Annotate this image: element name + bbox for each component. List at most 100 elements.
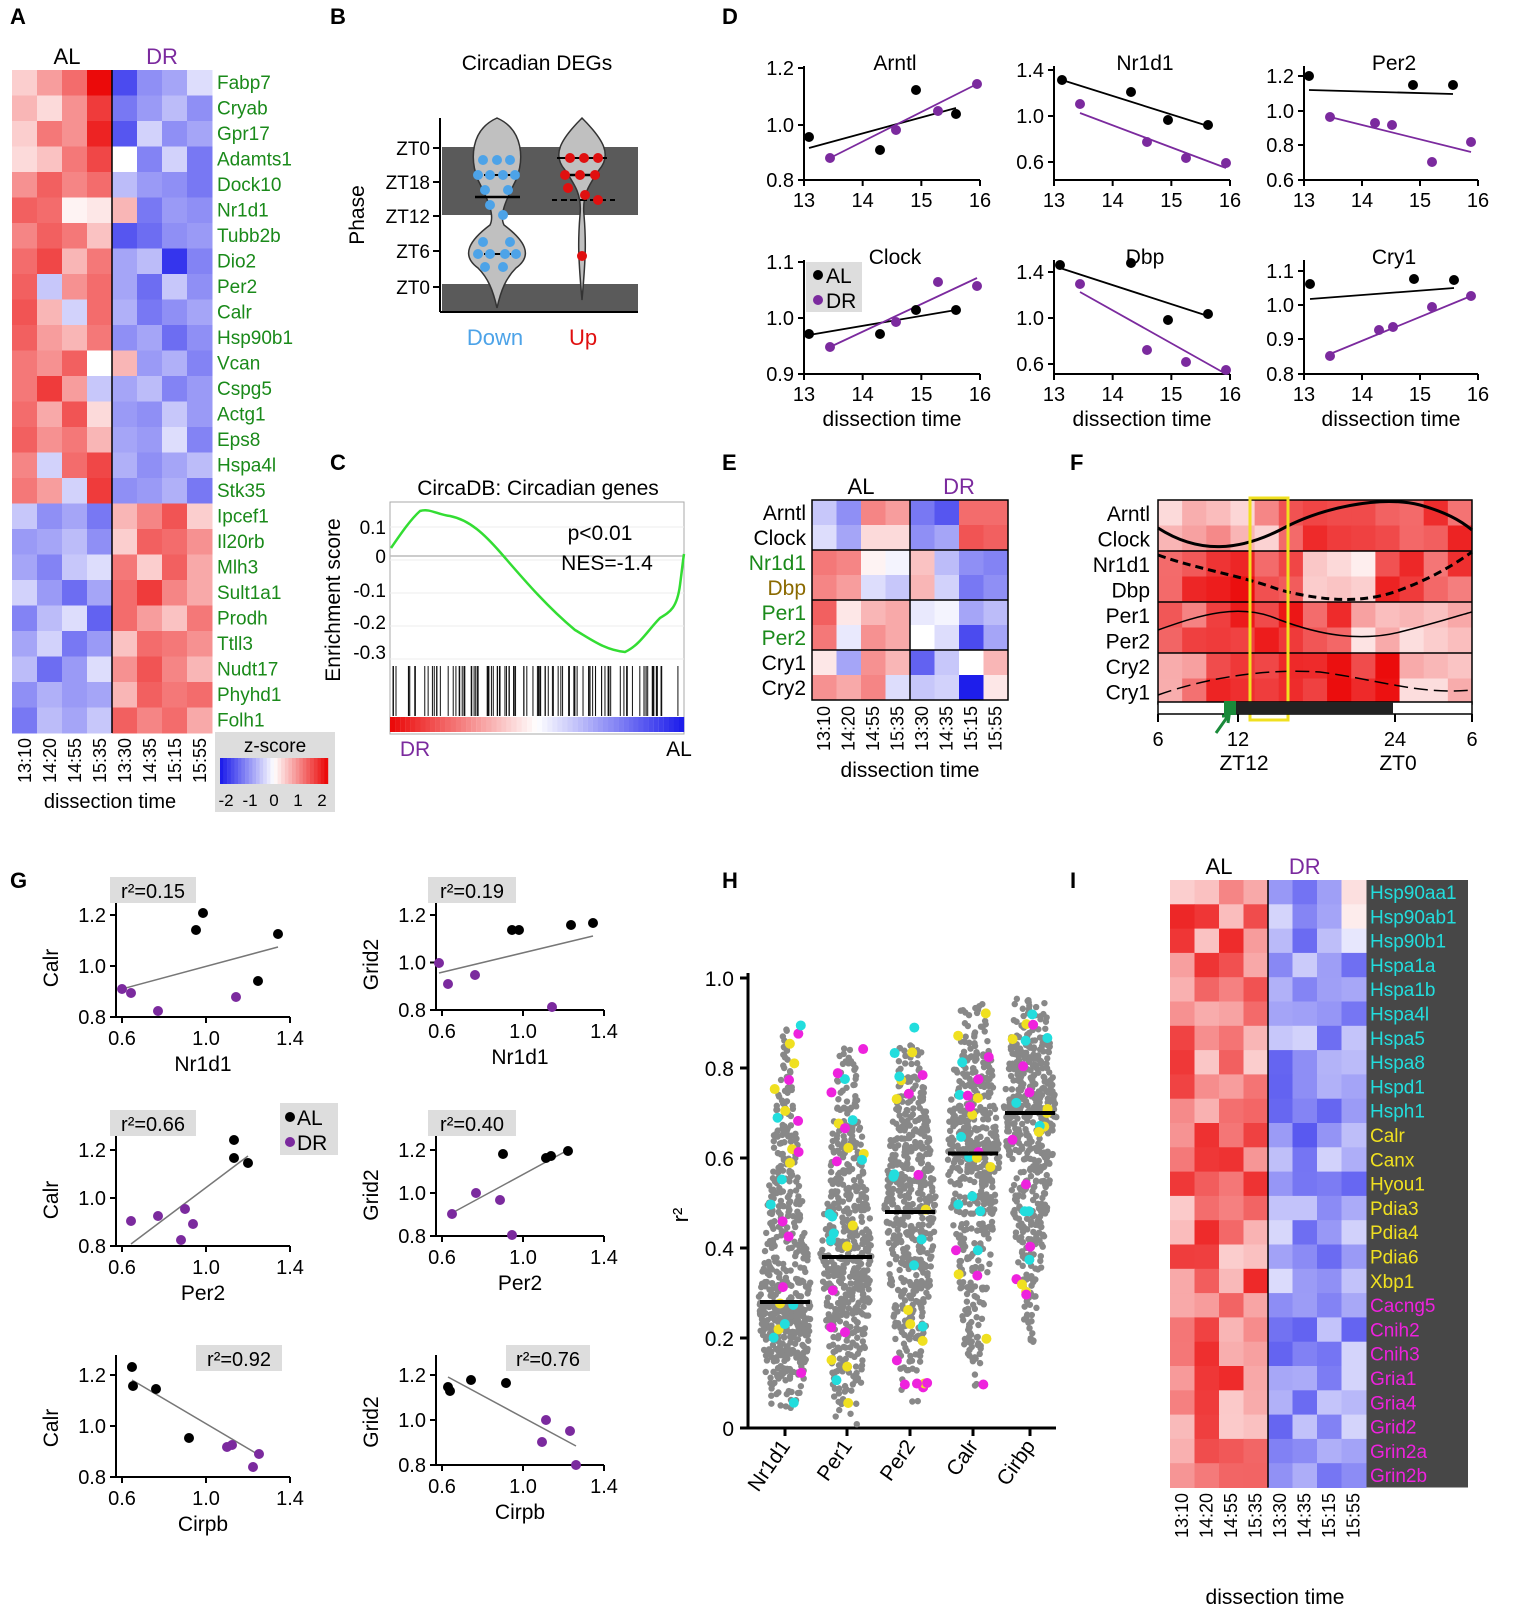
- rank-bar-segment: [598, 717, 603, 732]
- highlight-dot: [780, 1106, 790, 1116]
- data-point-al: [911, 305, 921, 315]
- scatter-dot: [836, 1346, 842, 1352]
- gene-label: Tubb2b: [217, 226, 281, 247]
- rank-bar-segment: [649, 717, 654, 732]
- legend-label-dr: DR: [826, 290, 856, 313]
- plot-title: Nr1d1: [1116, 52, 1173, 75]
- colorbar-segment: [303, 758, 307, 784]
- heatmap-cell: [137, 96, 163, 122]
- scatter-dot: [886, 1261, 892, 1267]
- heatmap-cell: [1279, 577, 1304, 603]
- highlight-dot: [889, 1169, 899, 1179]
- heatmap-cell: [37, 274, 63, 300]
- scatter-dot: [830, 1181, 836, 1187]
- heatmap-cell: [162, 376, 188, 402]
- heatmap-cell: [1219, 953, 1244, 978]
- r2-value: r²=0.92: [207, 1349, 271, 1371]
- rank-bar-segment: [618, 717, 623, 732]
- scatter-dot: [1035, 1070, 1041, 1076]
- heatmap-cell: [1342, 929, 1367, 954]
- heatmap-cell: [935, 650, 960, 676]
- gene-label: Phyhd1: [217, 685, 281, 706]
- scatter-dot: [905, 1135, 911, 1141]
- highlight-dot: [913, 1170, 923, 1180]
- highlight-dot: [1025, 1242, 1035, 1252]
- gene-label: Grin2a: [1370, 1442, 1427, 1463]
- heatmap-cell: [1244, 1415, 1269, 1440]
- scatter-dot: [921, 1121, 927, 1127]
- gene-label: Pdia4: [1370, 1223, 1419, 1244]
- rank-bar-segment: [410, 717, 415, 732]
- heatmap-cell: [87, 70, 113, 96]
- scatter-dot: [886, 1228, 892, 1234]
- heatmap-cell: [12, 580, 38, 606]
- scatter-dot: [912, 1226, 918, 1232]
- heatmap-cell: [87, 121, 113, 147]
- heatmap-cell: [187, 606, 213, 632]
- heatmap-cell: [1303, 653, 1328, 679]
- scatter-dot: [923, 1108, 929, 1114]
- heatmap-cell: [1195, 1439, 1220, 1464]
- scatter-dot: [1044, 1055, 1050, 1061]
- scatter-dot: [1038, 1201, 1044, 1207]
- heatmap-cell: [1158, 500, 1183, 526]
- legend-marker-al: [813, 270, 823, 280]
- heatmap-cell: [187, 300, 213, 326]
- category-label: Per2: [876, 1436, 920, 1486]
- scatter-dot: [765, 1259, 771, 1265]
- rank-bar-segment: [456, 717, 461, 732]
- scatter-dot: [762, 1321, 768, 1327]
- heatmap-cell: [187, 96, 213, 122]
- heatmap-cell: [1342, 1342, 1367, 1367]
- heatmap-cell: [187, 351, 213, 377]
- scatter-dot: [966, 1321, 972, 1327]
- colorbar-segment: [285, 758, 289, 784]
- highlight-dot: [1024, 1255, 1034, 1265]
- scatter-dot: [846, 1209, 852, 1215]
- heatmap-cell: [112, 504, 138, 530]
- data-point: [565, 153, 575, 163]
- heatmap-cell: [162, 453, 188, 479]
- scatter-dot: [954, 1069, 960, 1075]
- scatter-dot: [962, 1194, 968, 1200]
- heatmap-cell: [1342, 1415, 1367, 1440]
- heatmap-cell: [162, 478, 188, 504]
- heatmap-cell: [137, 631, 163, 657]
- gene-label: Grid2: [1370, 1418, 1416, 1439]
- scatter-dot: [807, 1316, 813, 1322]
- scatter-dot: [892, 1144, 898, 1150]
- highlight-dot: [828, 1285, 838, 1295]
- heatmap-cell: [62, 453, 88, 479]
- heatmap-cell: [112, 70, 138, 96]
- scatter-dot: [978, 1107, 984, 1113]
- heatmap-cell: [162, 529, 188, 555]
- heatmap-cell: [137, 453, 163, 479]
- tick-label: 1.4: [590, 1247, 618, 1269]
- time-label: 14:55: [863, 706, 883, 751]
- heatmap-cell: [1219, 1002, 1244, 1027]
- scatter-dot: [1005, 1104, 1011, 1110]
- gene-label: Hspa1a: [1370, 956, 1436, 977]
- r2-value: r²=0.66: [121, 1114, 185, 1136]
- scatter-dot: [956, 1235, 962, 1241]
- scatter-dot: [1039, 1043, 1045, 1049]
- heatmap-cell: [812, 525, 837, 551]
- heatmap-cell: [1268, 1317, 1293, 1342]
- heatmap-cell: [1268, 1293, 1293, 1318]
- scatter-dot: [865, 1286, 871, 1292]
- highlight-dot: [907, 1047, 917, 1057]
- data-point-dr: [188, 1219, 198, 1229]
- scatter-dot: [857, 1141, 863, 1147]
- scatter-dot: [986, 1089, 992, 1095]
- scatter-dot: [992, 1124, 998, 1130]
- x-axis-label: Per2: [498, 1272, 542, 1295]
- heatmap-cell: [112, 351, 138, 377]
- scatter-dot: [836, 1390, 842, 1396]
- scatter-dot: [840, 1262, 846, 1268]
- data-point-dr: [565, 1426, 575, 1436]
- data-point-dr: [933, 106, 943, 116]
- rank-label-right: AL: [666, 738, 692, 761]
- highlight-dot: [1018, 1061, 1028, 1071]
- heatmap-cell: [1195, 1245, 1220, 1270]
- scatter-dot: [840, 1051, 846, 1057]
